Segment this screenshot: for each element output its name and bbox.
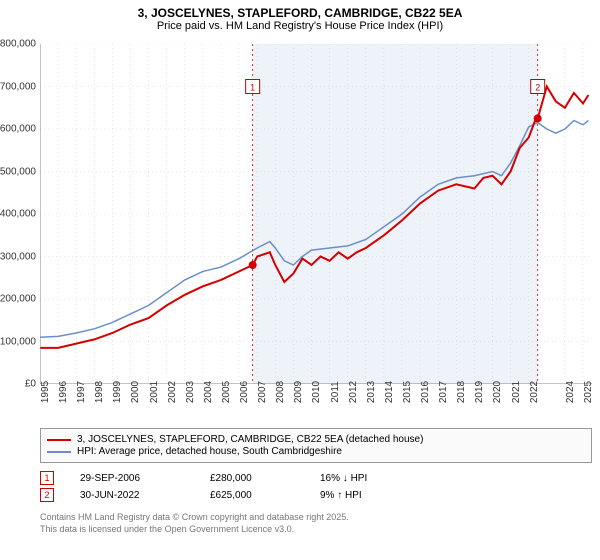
y-tick-label: £0 xyxy=(25,379,36,390)
chart-svg: 12 xyxy=(40,44,592,384)
x-tick-label: 2003 xyxy=(185,381,196,403)
x-tick-label: 2025 xyxy=(583,381,594,403)
footer-line-2: This data is licensed under the Open Gov… xyxy=(40,524,592,536)
marker-date: 30-JUN-2022 xyxy=(80,490,210,501)
marker-table: 1 29-SEP-2006£280,00016% ↓ HPI 2 30-JUN-202… xyxy=(40,468,592,505)
x-tick-label: 2017 xyxy=(438,381,449,403)
x-tick-label: 2012 xyxy=(348,381,359,403)
legend-swatch xyxy=(47,451,71,453)
x-tick-label: 2013 xyxy=(366,381,377,403)
legend-swatch xyxy=(47,439,71,441)
marker-price: £280,000 xyxy=(210,473,320,484)
chart-container: 3, JOSCELYNES, STAPLEFORD, CAMBRIDGE, CB… xyxy=(0,0,600,560)
x-tick-label: 2019 xyxy=(474,381,485,403)
y-tick-label: £400,000 xyxy=(0,209,36,220)
chart-subtitle: Price paid vs. HM Land Registry's House … xyxy=(0,20,600,36)
x-tick-label: 2002 xyxy=(167,381,178,403)
footer-line-1: Contains HM Land Registry data © Crown c… xyxy=(40,512,592,524)
x-tick-label: 2001 xyxy=(149,381,160,403)
x-tick-label: 2016 xyxy=(420,381,431,403)
footer: Contains HM Land Registry data © Crown c… xyxy=(40,512,592,535)
x-tick-label: 2024 xyxy=(565,381,576,403)
legend: 3, JOSCELYNES, STAPLEFORD, CAMBRIDGE, CB… xyxy=(40,428,592,463)
x-tick-label: 2011 xyxy=(330,381,341,403)
x-tick-label: 2010 xyxy=(311,381,322,403)
y-tick-label: £600,000 xyxy=(0,124,36,135)
marker-date: 29-SEP-2006 xyxy=(80,473,210,484)
x-tick-label: 1995 xyxy=(40,381,51,403)
x-tick-label: 2009 xyxy=(293,381,304,403)
svg-text:1: 1 xyxy=(250,83,255,93)
x-tick-label: 2007 xyxy=(257,381,268,403)
legend-row: HPI: Average price, detached house, Sout… xyxy=(47,446,585,457)
x-tick-label: 2021 xyxy=(511,381,522,403)
y-tick-label: £100,000 xyxy=(0,336,36,347)
x-tick-label: 2000 xyxy=(130,381,141,403)
legend-label: HPI: Average price, detached house, Sout… xyxy=(77,446,342,457)
chart-title: 3, JOSCELYNES, STAPLEFORD, CAMBRIDGE, CB… xyxy=(0,0,600,20)
x-tick-label: 2020 xyxy=(492,381,503,403)
marker-delta: 9% ↑ HPI xyxy=(320,490,362,501)
marker-table-row: 1 29-SEP-2006£280,00016% ↓ HPI xyxy=(40,471,592,485)
marker-price: £625,000 xyxy=(210,490,320,501)
marker-delta: 16% ↓ HPI xyxy=(320,473,367,484)
x-tick-label: 2014 xyxy=(384,381,395,403)
marker-badge: 2 xyxy=(40,488,54,502)
legend-row: 3, JOSCELYNES, STAPLEFORD, CAMBRIDGE, CB… xyxy=(47,434,585,445)
y-tick-label: £800,000 xyxy=(0,39,36,50)
x-tick-label: 2008 xyxy=(275,381,286,403)
y-tick-label: £500,000 xyxy=(0,166,36,177)
x-tick-label: 2015 xyxy=(402,381,413,403)
x-tick-label: 2022 xyxy=(529,381,540,403)
x-tick-label: 2018 xyxy=(456,381,467,403)
y-tick-label: £700,000 xyxy=(0,81,36,92)
marker-badge: 1 xyxy=(40,471,54,485)
x-tick-label: 2005 xyxy=(221,381,232,403)
x-tick-label: 2006 xyxy=(239,381,250,403)
x-tick-label: 1997 xyxy=(76,381,87,403)
svg-text:2: 2 xyxy=(535,83,540,93)
y-tick-label: £200,000 xyxy=(0,294,36,305)
y-tick-label: £300,000 xyxy=(0,251,36,262)
x-tick-label: 1996 xyxy=(58,381,69,403)
chart-plot-area: 12 xyxy=(40,44,592,384)
x-tick-label: 1998 xyxy=(94,381,105,403)
x-tick-label: 1999 xyxy=(112,381,123,403)
legend-label: 3, JOSCELYNES, STAPLEFORD, CAMBRIDGE, CB… xyxy=(77,434,423,445)
x-tick-label: 2004 xyxy=(203,381,214,403)
y-axis-labels: £0£100,000£200,000£300,000£400,000£500,0… xyxy=(0,44,38,384)
marker-table-row: 2 30-JUN-2022£625,0009% ↑ HPI xyxy=(40,488,592,502)
x-axis-labels: 1995199619971998199920002001200220032004… xyxy=(40,388,592,428)
